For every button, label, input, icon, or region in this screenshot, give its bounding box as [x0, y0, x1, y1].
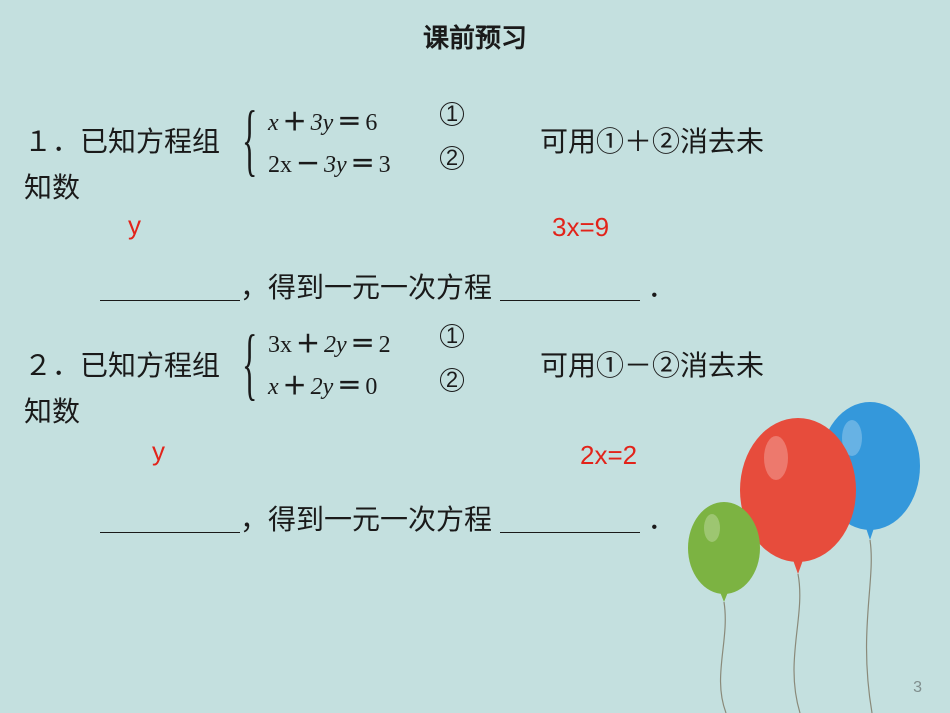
- balloon-green-highlight: [704, 514, 720, 542]
- balloon-green-string: [721, 602, 726, 713]
- page-number: 3: [913, 679, 922, 697]
- slide: 课前预习 １．已知方程组 { x＋3y＝6 1 2x－3y＝3 2 可用①＋②消…: [0, 0, 950, 713]
- balloon-blue-string: [867, 540, 872, 713]
- balloon-green: [688, 502, 760, 594]
- balloons-decoration: [0, 0, 950, 713]
- balloon-red-highlight: [764, 436, 788, 480]
- balloon-blue-knot: [866, 528, 874, 540]
- balloon-red-string: [794, 574, 800, 713]
- balloon-red-knot: [793, 560, 803, 574]
- balloon-green-knot: [720, 592, 728, 602]
